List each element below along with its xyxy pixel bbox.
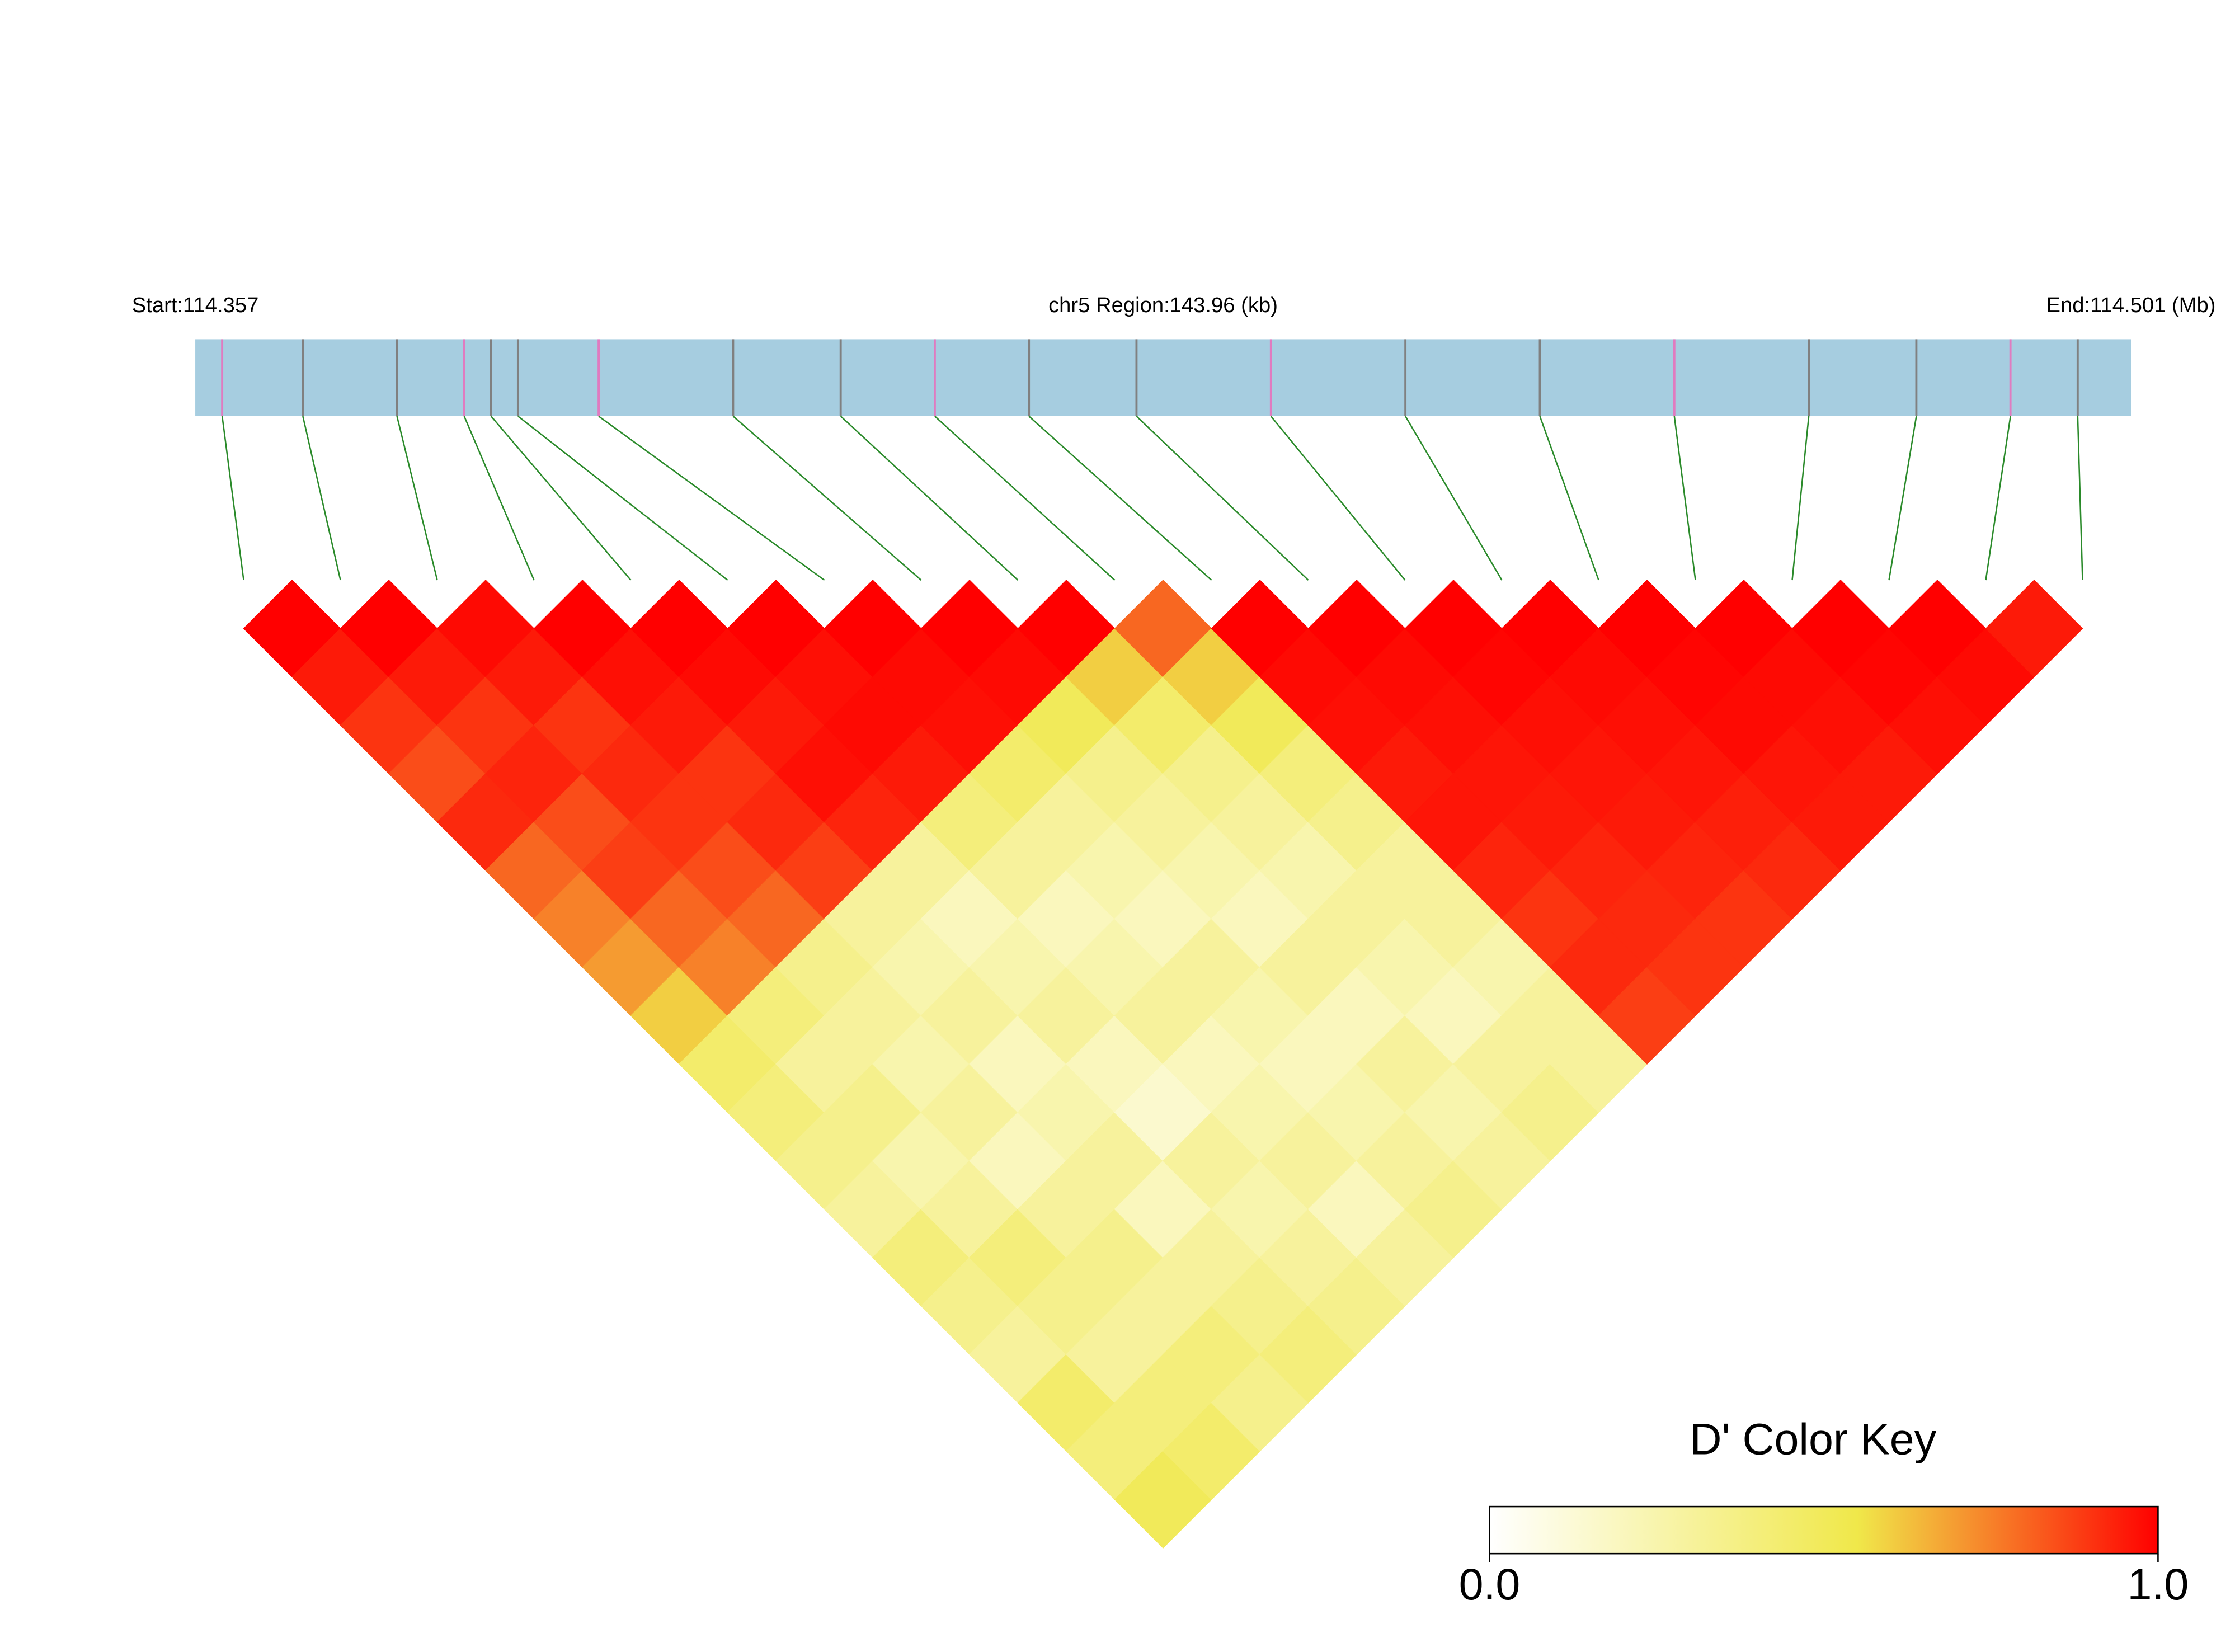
region-label: chr5 Region:143.96 (kb) <box>1048 293 1278 317</box>
end-label: End:114.501 (Mb) <box>2046 293 2216 317</box>
snp-connector <box>1985 416 2011 581</box>
snp-connector <box>1673 416 1696 581</box>
snp-connector <box>302 416 341 581</box>
snp-connector <box>598 415 825 581</box>
snp-connector <box>2077 416 2083 581</box>
snp-connector <box>934 416 1116 581</box>
snp-connector <box>1405 416 1503 581</box>
snp-track <box>195 339 2132 416</box>
snp-connector <box>1539 416 1599 581</box>
key-tick-label: 1.0 <box>2128 1560 2189 1609</box>
snp-connector <box>1888 416 1917 581</box>
snp-connector <box>517 415 728 581</box>
snp-connector <box>1791 416 1810 581</box>
key-tick-label: 0.0 <box>1459 1560 1521 1609</box>
start-label: Start:114.357 <box>132 293 259 317</box>
snp-connector <box>463 416 535 581</box>
snp-connector <box>396 416 438 581</box>
snp-connector <box>840 416 1019 581</box>
snp-connector <box>1028 416 1212 581</box>
ld-cell <box>1985 580 2083 677</box>
snp-connector <box>1270 416 1406 581</box>
key-title: D' Color Key <box>1690 1414 1936 1463</box>
snp-connector <box>732 416 922 581</box>
snp-connector <box>490 416 632 581</box>
snp-connector <box>221 416 244 581</box>
snp-connector <box>1136 416 1309 581</box>
color-key <box>1489 1505 2159 1555</box>
